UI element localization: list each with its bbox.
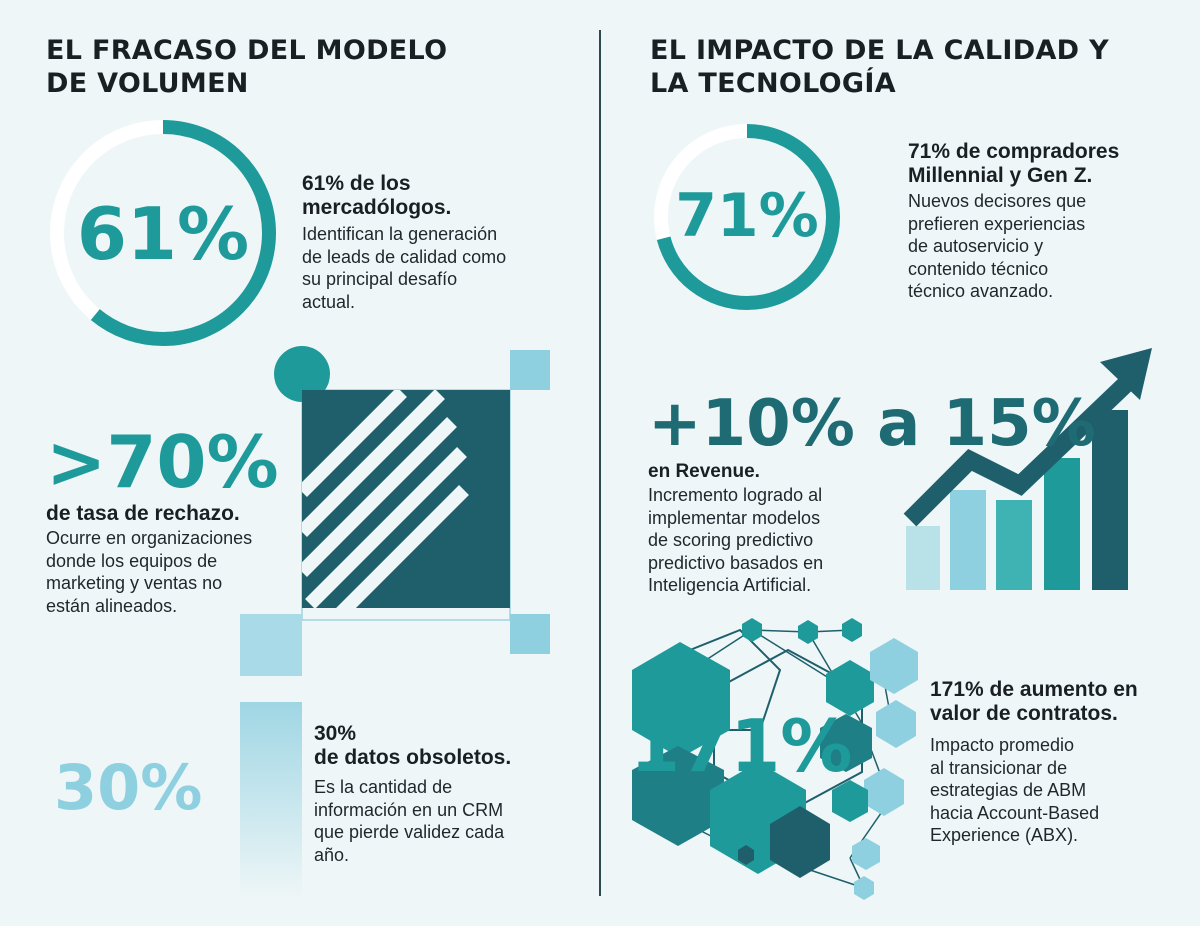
stat-30-text: 30% de datos obsoletos. Es la cantidad d… — [314, 722, 574, 866]
stat-171-text: 171% de aumento en valor de contratos. I… — [930, 678, 1180, 847]
growth-bar-3 — [996, 500, 1032, 590]
stat-61-body-l4: actual. — [302, 291, 356, 312]
stat-70-body-l2: donde los equipos de — [46, 550, 218, 571]
stat-30-heading-l1: 30% — [314, 722, 357, 745]
light-square-top-right — [510, 350, 550, 390]
stat-revenue-body-l3: de scoring predictivo — [648, 530, 814, 550]
growth-chart-graphic — [903, 348, 1152, 590]
right-title-line2: LA TECNOLOGÍA — [650, 68, 896, 99]
stat-revenue-body-l1: Incremento logrado al — [648, 485, 823, 505]
column-divider — [599, 30, 601, 896]
left-title: EL FRACASO DEL MODELO DE VOLUMEN — [46, 34, 447, 100]
stat-71-text: 71% de compradores Millennial y Gen Z. N… — [908, 140, 1178, 303]
donut-71-progress — [654, 124, 840, 310]
stat-171-body-l1: Impacto promedio — [930, 735, 1075, 755]
stat-30-value: 30% — [54, 751, 203, 824]
stat-revenue-body-l2: implementar modelos — [648, 507, 821, 528]
stat-revenue-heading: en Revenue. — [648, 461, 760, 482]
stat-30-heading-l2: de datos obsoletos. — [314, 746, 512, 769]
stat-171-body-l4: hacia Account-Based — [930, 802, 1100, 823]
stat-71-value: 71% — [675, 181, 819, 251]
light-square-bottom-right — [510, 614, 550, 654]
stat-70-body-l1: Ocurre en organizaciones — [46, 528, 253, 548]
donut-61-chart — [50, 120, 276, 346]
stat-71-body-l3: de autoservicio y — [908, 236, 1044, 256]
growth-bar-5 — [1092, 410, 1128, 590]
teal-circle-shape — [274, 346, 330, 402]
stat-61-text: 61% de los mercadólogos. Identifican la … — [302, 172, 572, 313]
stat-71-body-l5: técnico avanzado. — [908, 281, 1054, 301]
hexagon-network-graphic — [632, 618, 918, 900]
stat-30-body-l1: Es la cantidad de — [314, 777, 453, 797]
growth-bar-2 — [950, 490, 986, 590]
stat-70-body-l3: marketing y ventas no — [46, 573, 223, 593]
donut-71-chart — [654, 124, 840, 310]
stat-171-heading-l2: valor de contratos. — [930, 702, 1118, 725]
stat-61-body-l2: de leads de calidad como — [302, 246, 507, 267]
stat-71-body-l1: Nuevos decisores que — [908, 191, 1087, 211]
stat-61-heading-l1: 61% de los — [302, 172, 411, 195]
stat-171-heading-l1: 171% de aumento en — [930, 678, 1138, 701]
right-title-line1: EL IMPACTO DE LA CALIDAD Y — [650, 35, 1109, 66]
stat-61-value: 61% — [76, 192, 250, 276]
stat-revenue-body-l5: Inteligencia Artificial. — [648, 575, 812, 595]
stat-71-heading-l1: 71% de compradores — [908, 140, 1120, 163]
right-title: EL IMPACTO DE LA CALIDAD Y LA TECNOLOGÍA — [650, 34, 1109, 100]
stat-71-body-l2: prefieren experiencias — [908, 213, 1086, 234]
fading-bar — [240, 702, 302, 898]
stat-171-value: 171% — [630, 704, 853, 788]
stat-30-body-l3: que pierde validez cada — [314, 822, 505, 842]
stat-71-body-l4: contenido técnico — [908, 258, 1049, 279]
stat-revenue-body-l4: predictivo basados en — [648, 552, 824, 573]
stat-70-value: >70% — [46, 420, 279, 504]
growth-arrow-head — [1100, 348, 1152, 400]
growth-bar-1 — [906, 526, 940, 590]
network-nodes — [738, 618, 874, 900]
stat-61-body-l1: Identifican la generación — [302, 224, 498, 244]
stat-171-body-l3: estrategias de ABM — [930, 780, 1087, 800]
stat-171-body-l5: Experience (ABX). — [930, 825, 1079, 845]
stat-revenue-text: en Revenue. Incremento logrado al implem… — [648, 460, 908, 597]
stat-revenue-value: +10% a 15% — [648, 387, 1096, 461]
growth-arrow-line — [903, 373, 1137, 527]
donut-61-progress — [50, 120, 276, 346]
striped-square-graphic — [240, 346, 550, 676]
light-square-bottom-left — [240, 614, 302, 676]
stat-70-heading: de tasa de rechazo. — [46, 502, 240, 525]
growth-bar-4 — [1044, 458, 1080, 590]
stat-61-heading-l2: mercadólogos. — [302, 196, 452, 219]
stat-171-body-l2: al transicionar de — [930, 757, 1068, 778]
left-title-line1: EL FRACASO DEL MODELO — [46, 35, 448, 66]
stat-30-body-l4: año. — [314, 844, 350, 865]
stat-70-text: de tasa de rechazo. Ocurre en organizaci… — [46, 502, 336, 617]
striped-square — [302, 390, 510, 608]
filled-hexagons — [632, 638, 918, 878]
left-title-line2: DE VOLUMEN — [46, 68, 249, 99]
stat-70-body-l4: están alineados. — [46, 595, 178, 616]
stat-71-heading-l2: Millennial y Gen Z. — [908, 164, 1093, 187]
stat-30-body-l2: información en un CRM — [314, 799, 504, 820]
stat-61-body-l3: su principal desafío — [302, 269, 458, 289]
